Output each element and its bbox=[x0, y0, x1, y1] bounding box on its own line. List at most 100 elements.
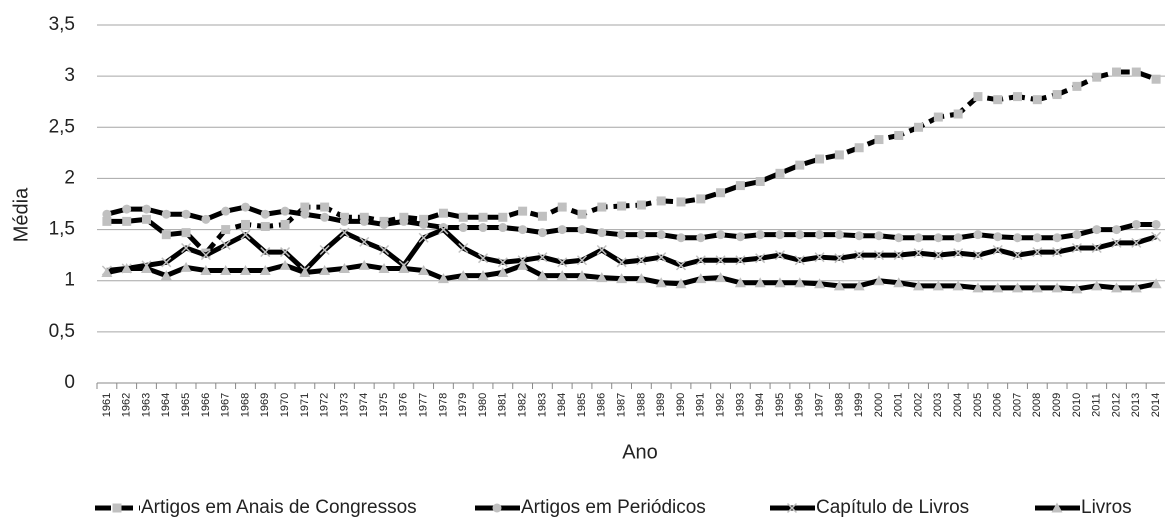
marker bbox=[1111, 237, 1122, 248]
marker bbox=[280, 206, 290, 216]
marker bbox=[596, 244, 607, 256]
marker bbox=[300, 209, 310, 219]
marker bbox=[597, 202, 607, 212]
marker bbox=[953, 248, 964, 259]
marker bbox=[913, 248, 924, 259]
marker bbox=[181, 242, 192, 254]
x-tick-label: 1985 bbox=[576, 393, 588, 417]
marker bbox=[775, 168, 785, 178]
marker bbox=[952, 280, 964, 291]
marker bbox=[280, 247, 291, 258]
x-tick-label: 1976 bbox=[398, 393, 410, 417]
marker bbox=[478, 223, 488, 233]
legend-marker bbox=[1051, 502, 1063, 513]
marker bbox=[596, 272, 608, 283]
marker bbox=[1052, 233, 1062, 243]
marker bbox=[259, 264, 271, 275]
marker bbox=[616, 257, 627, 268]
y-tick-label: 2,5 bbox=[49, 116, 75, 137]
marker bbox=[814, 278, 826, 289]
x-tick-label: 1968 bbox=[239, 393, 251, 417]
x-tick-label: 1963 bbox=[140, 393, 152, 417]
marker bbox=[240, 202, 250, 212]
marker bbox=[180, 261, 192, 272]
marker bbox=[201, 214, 211, 224]
marker bbox=[418, 264, 430, 275]
marker bbox=[993, 95, 1003, 105]
marker bbox=[755, 230, 765, 240]
marker bbox=[577, 209, 587, 219]
marker bbox=[497, 257, 508, 268]
marker bbox=[556, 270, 568, 281]
marker bbox=[1013, 92, 1023, 102]
x-tick-label: 2008 bbox=[1031, 393, 1043, 417]
marker bbox=[497, 267, 509, 278]
marker bbox=[161, 257, 172, 268]
marker bbox=[498, 223, 508, 233]
marker bbox=[379, 244, 390, 256]
marker bbox=[695, 255, 706, 266]
marker bbox=[220, 264, 232, 275]
marker bbox=[537, 228, 547, 238]
marker bbox=[874, 231, 884, 241]
marker bbox=[992, 244, 1003, 256]
marker bbox=[438, 208, 448, 218]
marker bbox=[221, 206, 231, 216]
marker bbox=[457, 270, 469, 281]
marker bbox=[933, 250, 944, 261]
marker bbox=[319, 264, 331, 275]
marker bbox=[299, 267, 311, 278]
marker bbox=[518, 225, 528, 235]
marker bbox=[874, 135, 884, 145]
marker bbox=[576, 270, 588, 281]
x-tick-label: 1992 bbox=[714, 393, 726, 417]
marker bbox=[1092, 225, 1102, 235]
marker bbox=[200, 250, 211, 261]
x-tick-label: 1981 bbox=[497, 393, 509, 417]
marker bbox=[597, 228, 607, 238]
marker bbox=[755, 253, 766, 264]
y-tick-label: 2 bbox=[64, 167, 75, 188]
marker bbox=[933, 233, 943, 243]
marker bbox=[458, 223, 468, 233]
x-tick-label: 1999 bbox=[853, 393, 865, 417]
x-tick-label: 2007 bbox=[1011, 393, 1023, 417]
marker bbox=[1072, 81, 1082, 91]
x-tick-label: 2000 bbox=[873, 393, 885, 417]
marker bbox=[1051, 282, 1063, 293]
marker bbox=[359, 236, 370, 247]
x-tick-label: 1975 bbox=[378, 393, 390, 417]
marker bbox=[478, 212, 488, 222]
marker bbox=[853, 280, 865, 291]
x-tick-label: 2014 bbox=[1150, 393, 1162, 417]
marker bbox=[1013, 233, 1023, 243]
marker bbox=[1032, 233, 1042, 243]
marker bbox=[1131, 219, 1141, 229]
marker bbox=[795, 230, 805, 240]
marker bbox=[339, 227, 350, 238]
legend-marker bbox=[492, 503, 502, 513]
marker bbox=[498, 212, 508, 222]
marker bbox=[932, 280, 944, 291]
x-tick-label: 1986 bbox=[596, 393, 608, 417]
marker bbox=[616, 273, 628, 284]
marker bbox=[636, 230, 646, 240]
marker bbox=[1052, 90, 1062, 100]
x-tick-label: 1982 bbox=[517, 393, 529, 417]
marker bbox=[537, 211, 547, 221]
marker bbox=[458, 212, 468, 222]
marker bbox=[815, 230, 825, 240]
marker bbox=[774, 250, 786, 261]
marker bbox=[1151, 231, 1162, 242]
marker bbox=[834, 253, 845, 264]
marker bbox=[1151, 74, 1161, 84]
x-tick-label: 1990 bbox=[675, 393, 687, 417]
marker bbox=[576, 255, 588, 266]
marker bbox=[1052, 247, 1063, 258]
x-tick-label: 1974 bbox=[358, 393, 370, 417]
marker bbox=[1031, 282, 1043, 293]
marker bbox=[973, 92, 983, 102]
marker bbox=[1032, 95, 1042, 105]
marker bbox=[517, 259, 529, 270]
